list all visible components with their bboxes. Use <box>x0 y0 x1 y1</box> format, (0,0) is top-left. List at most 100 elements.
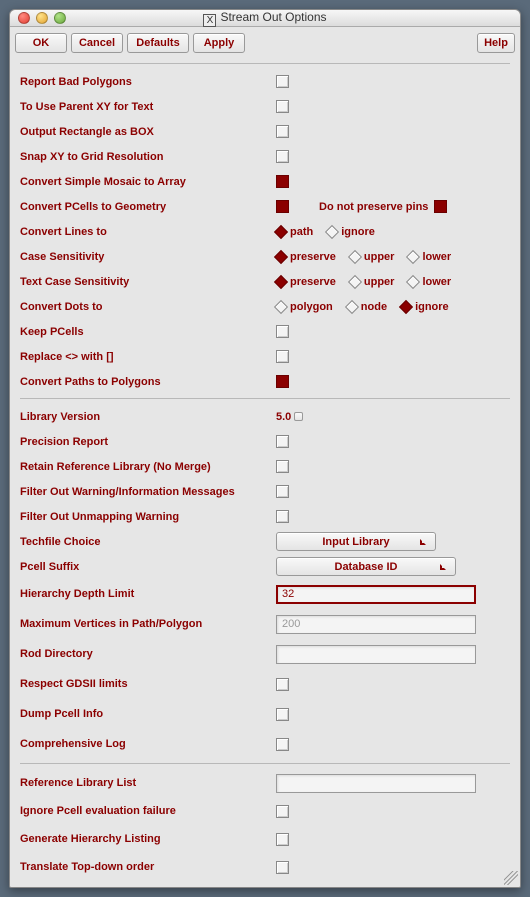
diamond-icon <box>274 249 288 263</box>
checkbox[interactable] <box>276 75 289 88</box>
radio-preserve[interactable]: preserve <box>276 276 336 288</box>
label: Convert Lines to <box>20 226 276 238</box>
separator <box>20 398 510 399</box>
row-output-rect-box: Output Rectangle as BOX <box>20 119 510 144</box>
row-rod-directory: Rod Directory <box>20 639 510 669</box>
checkbox[interactable] <box>276 678 289 691</box>
row-conv-mosaic-array: Convert Simple Mosaic to Array <box>20 169 510 194</box>
checkbox[interactable] <box>276 460 289 473</box>
input-max-vertices[interactable] <box>276 615 476 634</box>
row-translate-top-down: Translate Top-down order <box>20 853 510 881</box>
label: Replace <> with [] <box>20 351 276 363</box>
dropdown-techfile-choice[interactable]: Input Library <box>276 532 436 551</box>
window-title: XStream Out Options <box>10 10 520 27</box>
radio-preserve[interactable]: preserve <box>276 251 336 263</box>
row-pcell-suffix: Pcell Suffix Database ID <box>20 554 510 579</box>
dropdown-pcell-suffix[interactable]: Database ID <box>276 557 456 576</box>
stepper-icon[interactable] <box>294 412 303 421</box>
label: Filter Out Warning/Information Messages <box>20 486 276 498</box>
label: Snap XY to Grid Resolution <box>20 151 276 163</box>
checkbox[interactable] <box>276 861 289 874</box>
radio-upper[interactable]: upper <box>350 276 395 288</box>
row-conv-paths-polygons: Convert Paths to Polygons <box>20 369 510 394</box>
radio-polygon[interactable]: polygon <box>276 301 333 313</box>
row-ref-lib-list: Reference Library List <box>20 769 510 797</box>
checkbox[interactable] <box>276 833 289 846</box>
diamond-icon <box>399 299 413 313</box>
checkbox[interactable] <box>276 100 289 113</box>
radio-ignore[interactable]: ignore <box>401 301 449 313</box>
label: Ignore Pcell evaluation failure <box>20 805 276 817</box>
diamond-icon <box>406 249 420 263</box>
row-gen-hier-listing: Generate Hierarchy Listing <box>20 825 510 853</box>
row-techfile-choice: Techfile Choice Input Library <box>20 529 510 554</box>
titlebar: XStream Out Options <box>10 10 520 27</box>
row-dump-pcell-info: Dump Pcell Info <box>20 699 510 729</box>
row-retain-ref-lib: Retain Reference Library (No Merge) <box>20 454 510 479</box>
radio-node[interactable]: node <box>347 301 387 313</box>
input-rod-directory[interactable] <box>276 645 476 664</box>
label: Generate Hierarchy Listing <box>20 833 276 845</box>
checkbox[interactable] <box>276 805 289 818</box>
checkbox[interactable] <box>276 738 289 751</box>
label: Precision Report <box>20 436 276 448</box>
row-respect-gdsii: Respect GDSII limits <box>20 669 510 699</box>
defaults-button[interactable]: Defaults <box>127 33 189 53</box>
row-ignore-pcell-eval: Ignore Pcell evaluation failure <box>20 797 510 825</box>
checkbox[interactable] <box>276 150 289 163</box>
row-conv-lines: Convert Lines to path ignore <box>20 219 510 244</box>
row-keep-pcells: Keep PCells <box>20 319 510 344</box>
diamond-icon <box>325 224 339 238</box>
radio-upper[interactable]: upper <box>350 251 395 263</box>
checkbox[interactable] <box>276 510 289 523</box>
row-max-vertices: Maximum Vertices in Path/Polygon <box>20 609 510 639</box>
label: Dump Pcell Info <box>20 708 276 720</box>
label: Report Bad Polygons <box>20 76 276 88</box>
label: Text Case Sensitivity <box>20 276 276 288</box>
label: Pcell Suffix <box>20 561 276 573</box>
library-version-value: 5.0 <box>276 411 291 423</box>
toolbar: OK Cancel Defaults Apply Help <box>10 27 520 57</box>
label: Case Sensitivity <box>20 251 276 263</box>
radio-lower[interactable]: lower <box>408 251 451 263</box>
ok-button[interactable]: OK <box>15 33 67 53</box>
apply-button[interactable]: Apply <box>193 33 245 53</box>
row-conv-dots: Convert Dots to polygon node ignore <box>20 294 510 319</box>
row-text-case-sensitivity: Text Case Sensitivity preserve upper low… <box>20 269 510 294</box>
content-area: Report Bad Polygons To Use Parent XY for… <box>10 57 520 887</box>
input-hier-depth-limit[interactable] <box>276 585 476 604</box>
diamond-icon <box>274 299 288 313</box>
label: Translate Top-down order <box>20 861 276 873</box>
diamond-icon <box>274 224 288 238</box>
radio-path[interactable]: path <box>276 226 313 238</box>
input-ref-lib-list[interactable] <box>276 774 476 793</box>
label: Maximum Vertices in Path/Polygon <box>20 618 276 630</box>
row-replace-brackets: Replace <> with [] <box>20 344 510 369</box>
help-button[interactable]: Help <box>477 33 515 53</box>
row-hier-depth-limit: Hierarchy Depth Limit <box>20 579 510 609</box>
label: Comprehensive Log <box>20 738 276 750</box>
checkbox[interactable] <box>276 350 289 363</box>
label: Convert Dots to <box>20 301 276 313</box>
checkbox[interactable] <box>276 200 289 213</box>
resize-handle-icon[interactable] <box>504 871 518 885</box>
checkbox[interactable] <box>276 435 289 448</box>
chevron-down-icon <box>418 539 428 545</box>
row-report-bad-polygons: Report Bad Polygons <box>20 69 510 94</box>
radio-lower[interactable]: lower <box>408 276 451 288</box>
row-snap-xy-grid: Snap XY to Grid Resolution <box>20 144 510 169</box>
diamond-icon <box>274 274 288 288</box>
checkbox[interactable] <box>276 485 289 498</box>
label: Rod Directory <box>20 648 276 660</box>
checkbox-do-not-preserve-pins[interactable] <box>434 200 447 213</box>
radio-ignore[interactable]: ignore <box>327 226 375 238</box>
window: XStream Out Options OK Cancel Defaults A… <box>9 9 521 888</box>
checkbox[interactable] <box>276 708 289 721</box>
row-use-parent-xy: To Use Parent XY for Text <box>20 94 510 119</box>
checkbox[interactable] <box>276 375 289 388</box>
checkbox[interactable] <box>276 325 289 338</box>
cancel-button[interactable]: Cancel <box>71 33 123 53</box>
row-filter-warn-info: Filter Out Warning/Information Messages <box>20 479 510 504</box>
checkbox[interactable] <box>276 125 289 138</box>
checkbox[interactable] <box>276 175 289 188</box>
